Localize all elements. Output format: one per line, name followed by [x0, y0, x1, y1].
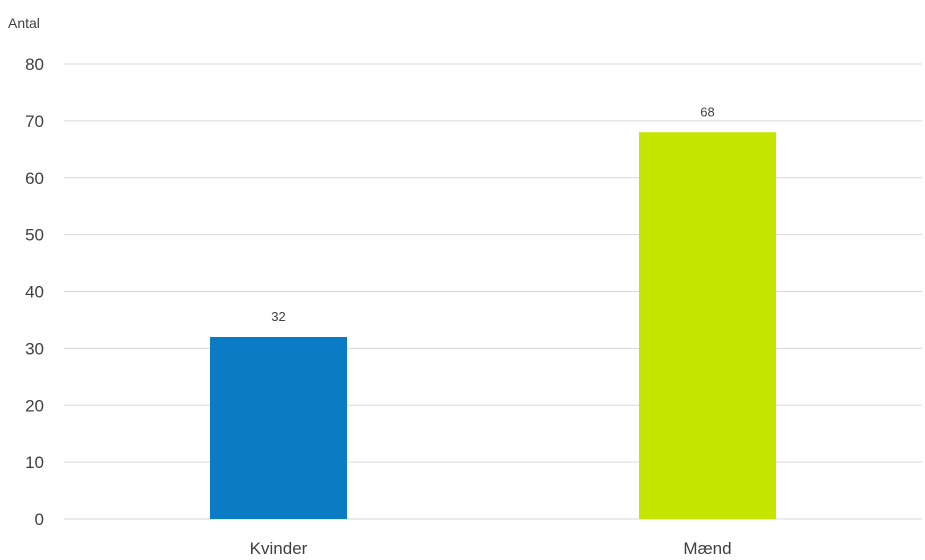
x-tick-label: Mænd: [683, 539, 731, 558]
data-labels: 32 68: [271, 104, 714, 324]
bar-mænd: [639, 132, 776, 519]
bars: [210, 132, 776, 519]
y-tick-label: 30: [25, 339, 44, 358]
bar-kvinder: [210, 337, 347, 519]
y-tick-label: 60: [25, 169, 44, 188]
data-label: 68: [700, 104, 714, 119]
y-axis-ticks: 0 10 20 30 40 50 60 70 80: [25, 55, 44, 529]
y-tick-label: 10: [25, 453, 44, 472]
y-tick-label: 70: [25, 112, 44, 131]
x-tick-label: Kvinder: [250, 539, 308, 558]
y-tick-label: 80: [25, 55, 44, 74]
y-tick-label: 0: [35, 510, 44, 529]
y-tick-label: 50: [25, 226, 44, 245]
data-label: 32: [271, 309, 285, 324]
y-axis-label: Antal: [8, 15, 40, 31]
grid: [64, 63, 922, 520]
x-axis-ticks: Kvinder Mænd: [250, 539, 732, 558]
y-tick-label: 20: [25, 396, 44, 415]
y-tick-label: 40: [25, 283, 44, 302]
